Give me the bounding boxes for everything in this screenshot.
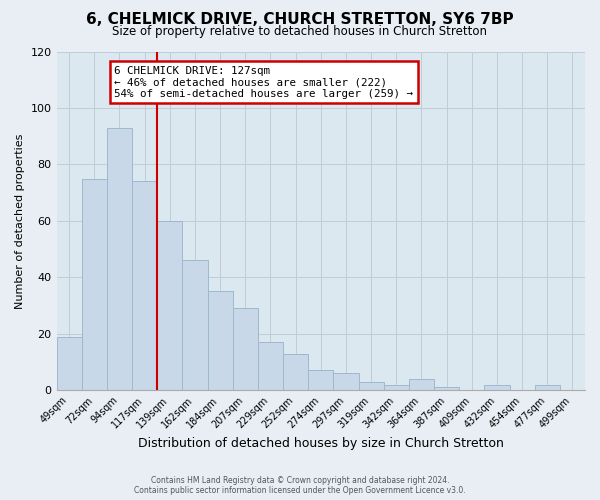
Bar [535, 384, 560, 390]
Text: Size of property relative to detached houses in Church Stretton: Size of property relative to detached ho… [113, 25, 487, 38]
Bar [434, 388, 459, 390]
Bar [182, 260, 208, 390]
X-axis label: Distribution of detached houses by size in Church Stretton: Distribution of detached houses by size … [138, 437, 504, 450]
Bar [258, 342, 283, 390]
Bar [233, 308, 258, 390]
Text: 6, CHELMICK DRIVE, CHURCH STRETTON, SY6 7BP: 6, CHELMICK DRIVE, CHURCH STRETTON, SY6 … [86, 12, 514, 28]
Bar [132, 182, 157, 390]
Bar [157, 221, 182, 390]
Bar [283, 354, 308, 390]
Text: Contains HM Land Registry data © Crown copyright and database right 2024.
Contai: Contains HM Land Registry data © Crown c… [134, 476, 466, 495]
Bar [107, 128, 132, 390]
Bar [383, 384, 409, 390]
Bar [484, 384, 509, 390]
Y-axis label: Number of detached properties: Number of detached properties [15, 133, 25, 308]
Bar [409, 379, 434, 390]
Bar [56, 336, 82, 390]
Text: 6 CHELMICK DRIVE: 127sqm
← 46% of detached houses are smaller (222)
54% of semi-: 6 CHELMICK DRIVE: 127sqm ← 46% of detach… [115, 66, 413, 99]
Bar [308, 370, 334, 390]
Bar [334, 374, 359, 390]
Bar [208, 292, 233, 390]
Bar [82, 178, 107, 390]
Bar [359, 382, 383, 390]
